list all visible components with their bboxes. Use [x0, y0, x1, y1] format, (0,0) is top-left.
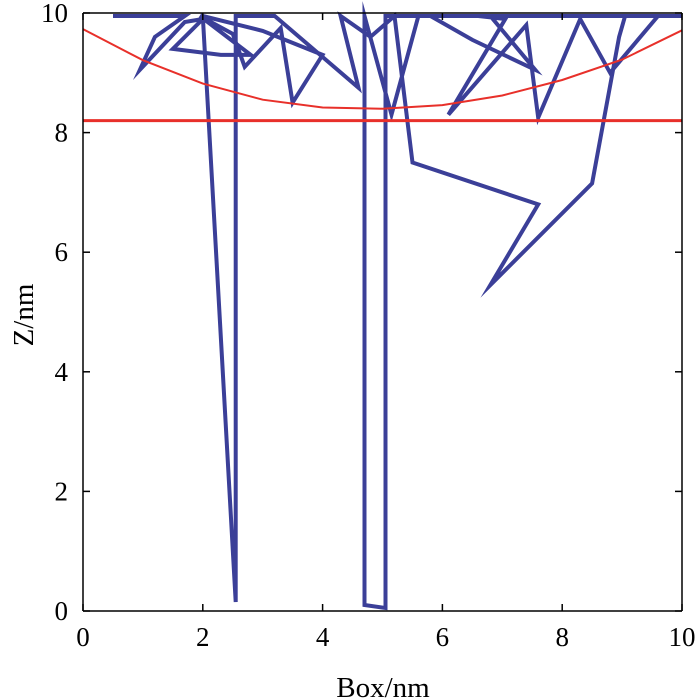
y-tick-label: 6 — [55, 237, 69, 267]
x-tick-label: 8 — [555, 622, 569, 652]
x-tick-label: 0 — [76, 622, 90, 652]
x-axis-label: Box/nm — [336, 672, 430, 700]
y-tick-label: 0 — [55, 596, 69, 626]
x-tick-label: 10 — [669, 622, 696, 652]
x-tick-label: 6 — [436, 622, 450, 652]
trajectory-line — [113, 1, 682, 611]
tick-labels: 0 2 4 6 8 10 0 2 4 6 8 10 — [41, 0, 696, 652]
data-marks — [82, 1, 683, 611]
axes — [82, 12, 683, 612]
y-axis-label: Z/nm — [8, 283, 40, 346]
x-tick-label: 2 — [196, 622, 210, 652]
boundary-curve — [82, 28, 683, 110]
x-tick-label: 4 — [316, 622, 330, 652]
y-tick-label: 8 — [55, 118, 69, 148]
y-tick-label: 2 — [55, 476, 69, 506]
y-tick-label: 4 — [55, 357, 69, 387]
y-tick-label: 10 — [41, 0, 68, 28]
